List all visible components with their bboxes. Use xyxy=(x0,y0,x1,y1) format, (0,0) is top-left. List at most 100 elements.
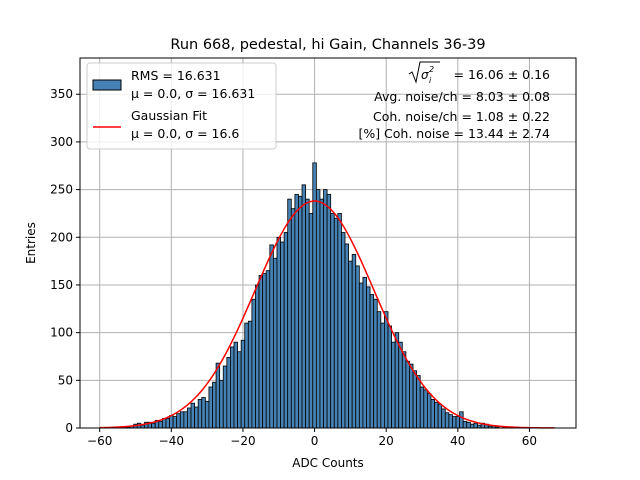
histogram-bar xyxy=(290,208,296,429)
sqrt-sigma-symbol xyxy=(408,61,440,84)
histogram-bar xyxy=(165,418,170,429)
sigma-symbol: σ xyxy=(421,68,429,82)
histogram-bar xyxy=(391,341,396,429)
histogram-bar xyxy=(255,284,260,429)
histogram-bar xyxy=(358,282,364,429)
x-tick-label: 0 xyxy=(311,434,319,448)
x-tick-label: 40 xyxy=(450,434,465,448)
y-axis-ticks: 0 50 100 150 200 250 300 350 xyxy=(50,87,80,435)
histogram-bar xyxy=(426,393,432,429)
legend-fit-params: μ = 0.0, σ = 16.6 xyxy=(131,126,239,141)
histogram-bar xyxy=(366,286,371,429)
axes-frame xyxy=(79,57,577,429)
x-tick-label: −40 xyxy=(159,434,184,448)
histogram-bar xyxy=(240,339,246,429)
histogram-bar xyxy=(298,195,303,429)
histogram-bar xyxy=(247,320,253,429)
histogram-bar xyxy=(412,370,418,429)
x-tick-label: −20 xyxy=(230,434,255,448)
histogram-bar xyxy=(384,311,389,429)
histogram-bar xyxy=(380,322,385,429)
histogram-bar xyxy=(208,386,213,429)
histogram-bar xyxy=(398,341,403,429)
histogram-bar xyxy=(419,386,425,429)
avg-noise-text: Avg. noise/ch = 8.03 ± 0.08 xyxy=(374,89,550,104)
histogram-bar xyxy=(405,360,410,429)
y-tick-label: 0 xyxy=(65,421,73,435)
legend-bar-swatch xyxy=(92,79,122,91)
y-tick-label: 350 xyxy=(50,87,73,101)
histogram-bar xyxy=(190,402,195,429)
histogram-bar xyxy=(305,198,310,429)
x-tick-label: −60 xyxy=(87,434,112,448)
histogram-bar xyxy=(466,421,471,429)
histogram-bar xyxy=(212,381,217,429)
histogram-bar xyxy=(194,406,199,429)
sigma-superscript: 2 xyxy=(429,65,434,74)
gaussian-fit-line xyxy=(99,200,555,429)
histogram-bar xyxy=(226,357,231,429)
histogram-bar xyxy=(344,243,349,429)
y-axis-label: Entries xyxy=(24,222,38,264)
histogram-bar xyxy=(301,184,307,429)
histogram-bar xyxy=(230,346,235,429)
histogram-bar xyxy=(197,398,203,429)
histogram-bar xyxy=(330,213,335,429)
histogram-bar xyxy=(459,411,464,429)
histogram-bar xyxy=(258,275,264,429)
histogram-bar xyxy=(423,389,428,429)
histogram-bar xyxy=(233,341,238,429)
chart-title: Run 668, pedestal, hi Gain, Channels 36-… xyxy=(170,37,485,53)
histogram-bar xyxy=(219,379,224,429)
histogram-bar xyxy=(183,411,188,429)
sigma-value: = 16.06 ± 0.16 xyxy=(454,67,551,82)
histogram-bar xyxy=(441,408,446,429)
histogram-bar xyxy=(262,273,267,429)
histogram-bar xyxy=(187,407,192,429)
histogram-bar xyxy=(222,365,228,429)
histogram-bar xyxy=(204,400,210,429)
histogram-bar xyxy=(319,198,324,429)
histogram-bar xyxy=(341,232,346,429)
histogram-bar xyxy=(151,422,156,429)
histogram-bar xyxy=(251,298,256,429)
coh-noise-text: Coh. noise/ch = 1.08 ± 0.22 xyxy=(373,109,550,124)
histogram-bar xyxy=(348,260,353,429)
legend-rms-params: μ = 0.0, σ = 16.631 xyxy=(131,86,255,101)
histogram-bar xyxy=(287,198,292,429)
histogram-bar xyxy=(455,416,461,429)
histogram-bar xyxy=(215,362,221,429)
histogram-bar xyxy=(179,411,185,429)
histogram-bar xyxy=(387,325,392,429)
histogram-bar xyxy=(294,193,299,429)
histogram-bar xyxy=(280,241,285,429)
histogram-bar xyxy=(452,416,457,429)
histogram-bar xyxy=(448,414,453,429)
histogram-bar xyxy=(237,351,242,429)
histogram-bar xyxy=(333,217,339,429)
histogram-bar xyxy=(337,213,342,429)
histogram-bar xyxy=(312,162,317,429)
x-axis-label: ADC Counts xyxy=(292,456,364,470)
y-tick-label: 100 xyxy=(50,326,73,340)
y-tick-label: 200 xyxy=(50,230,73,244)
histogram-bar xyxy=(469,423,475,429)
legend: RMS = 16.631 μ = 0.0, σ = 16.631 Gaussia… xyxy=(86,62,277,150)
histogram-bar xyxy=(355,265,360,429)
x-tick-label: 20 xyxy=(379,434,394,448)
legend-fit-label: Gaussian Fit xyxy=(131,108,207,123)
coh-noise-pct-text: [%] Coh. noise = 13.44 ± 2.74 xyxy=(358,126,550,141)
histogram-bar xyxy=(158,420,163,429)
y-tick-label: 300 xyxy=(50,135,73,149)
x-axis-ticks: −60 −40 −20 0 20 40 60 xyxy=(87,428,537,448)
histogram-bar xyxy=(373,298,378,429)
histogram-bar xyxy=(473,422,478,429)
histogram-bar xyxy=(362,276,367,429)
y-tick-label: 250 xyxy=(50,183,73,197)
histogram-bar xyxy=(269,244,274,429)
histogram-bar xyxy=(308,213,314,429)
legend-box xyxy=(86,62,277,150)
histogram-bar xyxy=(172,416,178,429)
histogram-bar xyxy=(369,294,375,429)
